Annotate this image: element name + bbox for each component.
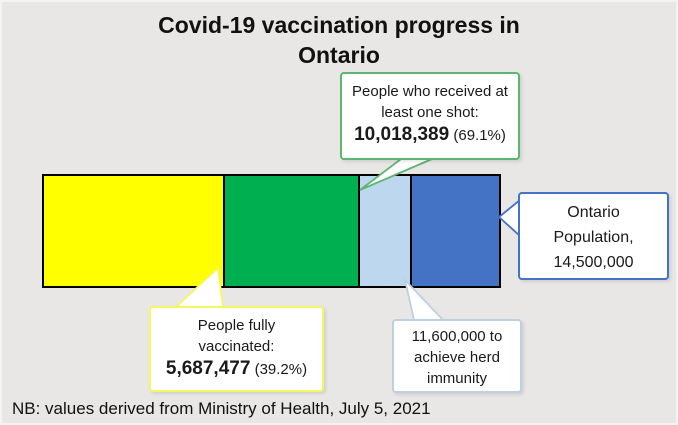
- chart-title-line2: Ontario: [298, 42, 380, 68]
- callout-fully-value: 5,687,477: [165, 358, 251, 379]
- callout-population-line2: Population,: [553, 229, 634, 246]
- chart-title-line1: Covid-19 vaccination progress in: [158, 12, 520, 38]
- source-note: NB: values derived from Ministry of Heal…: [12, 399, 431, 418]
- callout-population-line3: 14,500,000: [553, 254, 634, 271]
- callout-herd-line1: 11,600,000 to: [411, 328, 503, 345]
- callout-one-shot: People who received at least one shot: 1…: [340, 72, 520, 160]
- bar-segment-fully-vaccinated: [42, 174, 225, 288]
- callout-fully-line2: vaccinated:: [198, 338, 275, 355]
- callout-one-shot-value: 10,018,389: [354, 124, 450, 145]
- callout-fully-value-line: 5,687,477 (39.2%): [151, 357, 322, 382]
- bar-segment-one-shot: [223, 174, 360, 288]
- callout-population-line1: Ontario: [567, 204, 620, 221]
- callout-fully-line1: People fully: [197, 317, 276, 334]
- callout-population: Ontario Population, 14,500,000: [518, 192, 669, 280]
- callout-fully-pct: (39.2%): [250, 361, 308, 378]
- callout-tail-population: [497, 198, 521, 239]
- callout-one-shot-value-line: 10,018,389 (69.1%): [342, 123, 518, 148]
- callout-herd-immunity: 11,600,000 to achieve herd immunity: [392, 319, 522, 393]
- bar-segment-herd-gap: [358, 174, 412, 288]
- chart-title: Covid-19 vaccination progress in Ontario: [2, 10, 676, 70]
- callout-herd-line3: immunity: [426, 370, 487, 387]
- callout-herd-line2: achieve herd: [414, 349, 500, 366]
- callout-one-shot-line1: People who received at: [352, 83, 508, 100]
- callout-one-shot-line2: least one shot:: [381, 104, 479, 121]
- callout-fully-vaccinated: People fully vaccinated: 5,687,477 (39.2…: [149, 306, 324, 392]
- callout-one-shot-pct: (69.1%): [449, 127, 506, 144]
- bar-segment-remaining-population: [410, 174, 501, 288]
